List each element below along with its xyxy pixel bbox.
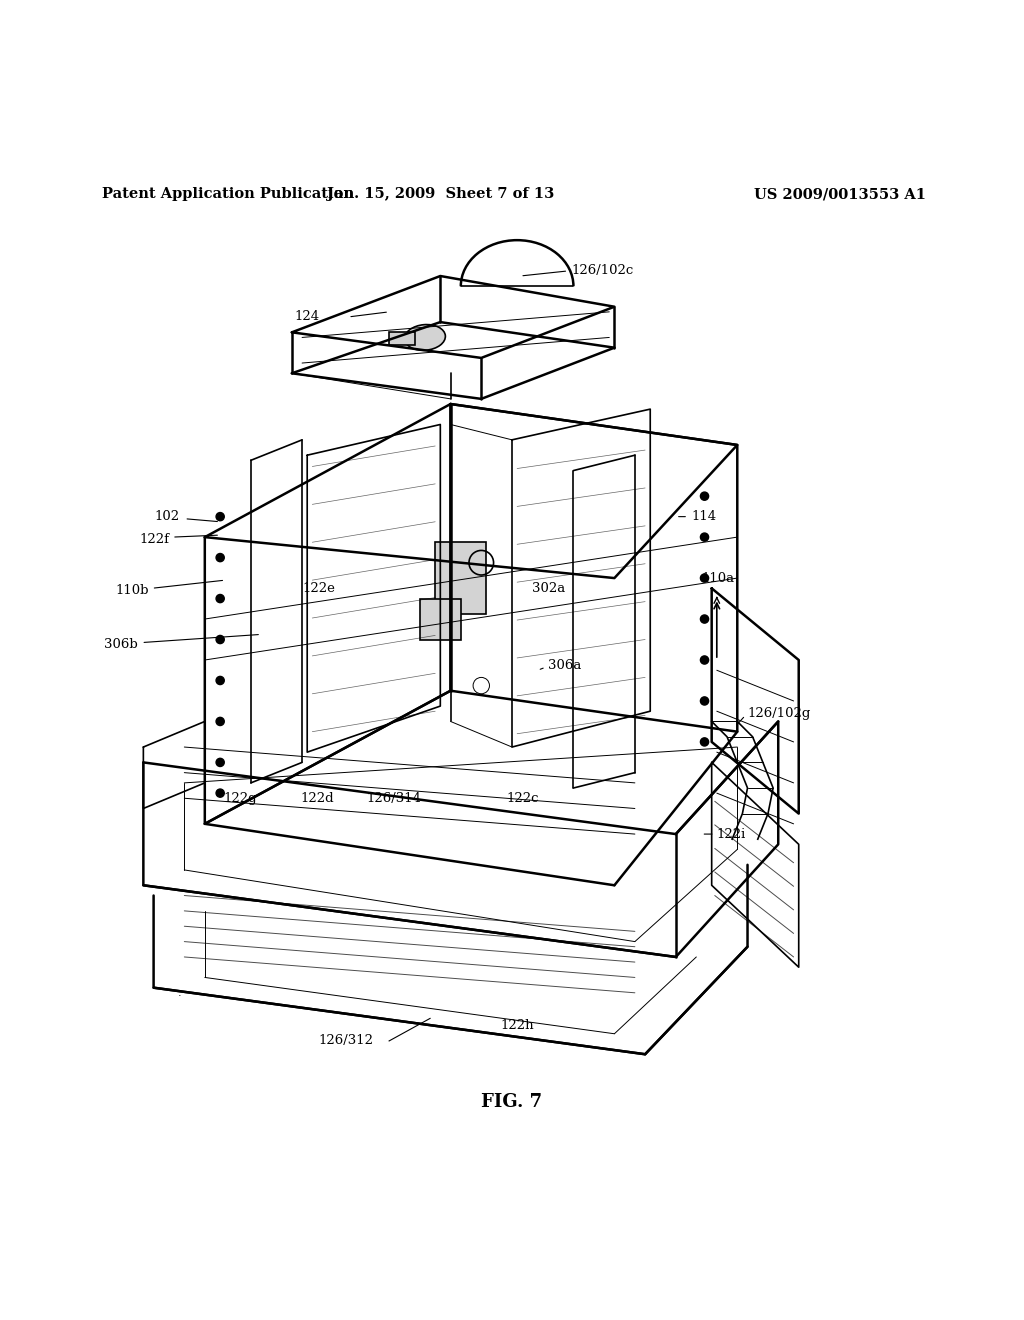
Text: FIG. 7: FIG. 7 bbox=[481, 1093, 543, 1111]
Text: US 2009/0013553 A1: US 2009/0013553 A1 bbox=[754, 187, 926, 201]
Ellipse shape bbox=[404, 325, 445, 350]
Text: 122f: 122f bbox=[139, 533, 169, 545]
Circle shape bbox=[700, 697, 709, 705]
Text: 122h: 122h bbox=[501, 1019, 534, 1032]
Text: 122g: 122g bbox=[224, 792, 257, 805]
Text: 114: 114 bbox=[691, 510, 717, 523]
Text: 126/314: 126/314 bbox=[367, 792, 422, 805]
Text: 306b: 306b bbox=[104, 638, 138, 651]
Circle shape bbox=[216, 635, 224, 644]
Text: Jan. 15, 2009  Sheet 7 of 13: Jan. 15, 2009 Sheet 7 of 13 bbox=[327, 187, 554, 201]
Circle shape bbox=[700, 533, 709, 541]
Text: 122e: 122e bbox=[302, 582, 335, 595]
FancyBboxPatch shape bbox=[435, 543, 486, 614]
Circle shape bbox=[216, 758, 224, 767]
Text: 306a: 306a bbox=[548, 659, 582, 672]
Text: 122c: 122c bbox=[506, 792, 539, 805]
Text: 124: 124 bbox=[295, 310, 319, 323]
Text: 110a: 110a bbox=[701, 572, 734, 585]
FancyBboxPatch shape bbox=[420, 598, 461, 639]
Circle shape bbox=[700, 615, 709, 623]
Text: .: . bbox=[177, 987, 181, 998]
Circle shape bbox=[216, 789, 224, 797]
Circle shape bbox=[700, 574, 709, 582]
Circle shape bbox=[216, 512, 224, 520]
Text: 126/102g: 126/102g bbox=[748, 706, 811, 719]
Text: 122i: 122i bbox=[717, 828, 746, 841]
Text: 126/312: 126/312 bbox=[318, 1035, 374, 1048]
Text: 122d: 122d bbox=[301, 792, 334, 805]
Text: 110b: 110b bbox=[115, 583, 148, 597]
FancyBboxPatch shape bbox=[389, 333, 415, 345]
Circle shape bbox=[700, 656, 709, 664]
Circle shape bbox=[216, 717, 224, 726]
Text: Patent Application Publication: Patent Application Publication bbox=[102, 187, 354, 201]
Circle shape bbox=[700, 738, 709, 746]
Text: 126/102c: 126/102c bbox=[571, 264, 634, 277]
Text: 102: 102 bbox=[154, 510, 179, 523]
Circle shape bbox=[216, 676, 224, 685]
Text: 302a: 302a bbox=[532, 582, 565, 595]
Circle shape bbox=[216, 594, 224, 603]
Circle shape bbox=[700, 492, 709, 500]
Circle shape bbox=[216, 553, 224, 562]
